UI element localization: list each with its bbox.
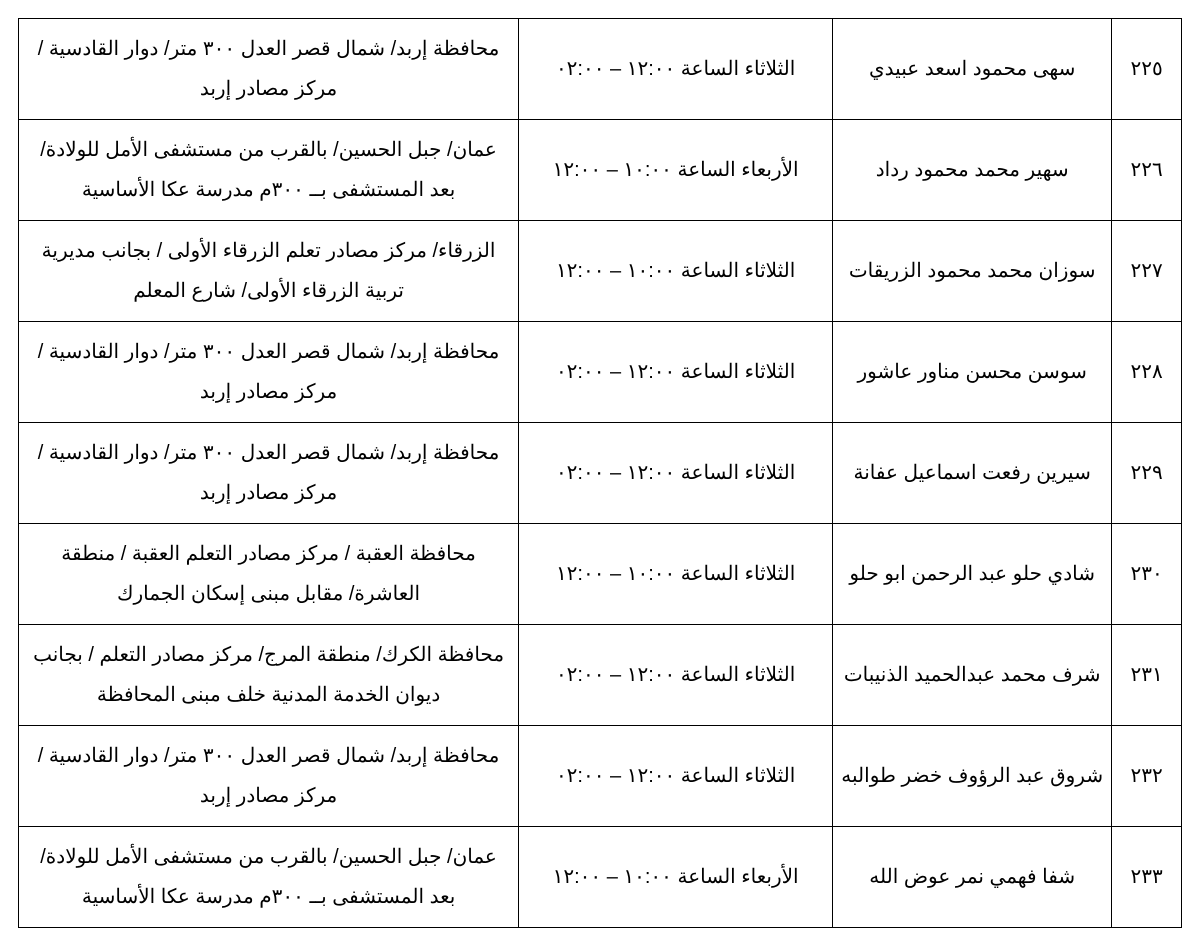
row-number: ٢٢٥ — [1112, 19, 1182, 120]
appointment-time: الأربعاء الساعة ١٠:٠٠ – ١٢:٠٠ — [519, 827, 833, 928]
location: محافظة إربد/ شمال قصر العدل ٣٠٠ متر/ دوا… — [19, 322, 519, 423]
person-name: سهير محمد محمود رداد — [833, 120, 1112, 221]
location: محافظة إربد/ شمال قصر العدل ٣٠٠ متر/ دوا… — [19, 726, 519, 827]
table-row: ٢٢٥سهى محمود اسعد عبيديالثلاثاء الساعة ١… — [19, 19, 1182, 120]
person-name: شرف محمد عبدالحميد الذنيبات — [833, 625, 1112, 726]
location: محافظة إربد/ شمال قصر العدل ٣٠٠ متر/ دوا… — [19, 19, 519, 120]
appointment-time: الثلاثاء الساعة ١٢:٠٠ – ٠٢:٠٠ — [519, 625, 833, 726]
location: محافظة إربد/ شمال قصر العدل ٣٠٠ متر/ دوا… — [19, 423, 519, 524]
appointment-time: الثلاثاء الساعة ١٢:٠٠ – ٠٢:٠٠ — [519, 19, 833, 120]
person-name: سيرين رفعت اسماعيل عفانة — [833, 423, 1112, 524]
appointment-time: الثلاثاء الساعة ١٠:٠٠ – ١٢:٠٠ — [519, 524, 833, 625]
table-row: ٢٣٢شروق عبد الرؤوف خضر طوالبهالثلاثاء ال… — [19, 726, 1182, 827]
person-name: سوسن محسن مناور عاشور — [833, 322, 1112, 423]
location: الزرقاء/ مركز مصادر تعلم الزرقاء الأولى … — [19, 221, 519, 322]
table-row: ٢٢٨سوسن محسن مناور عاشورالثلاثاء الساعة … — [19, 322, 1182, 423]
row-number: ٢٣٠ — [1112, 524, 1182, 625]
row-number: ٢٣٢ — [1112, 726, 1182, 827]
person-name: سهى محمود اسعد عبيدي — [833, 19, 1112, 120]
appointment-time: الثلاثاء الساعة ١٠:٠٠ – ١٢:٠٠ — [519, 221, 833, 322]
appointment-time: الثلاثاء الساعة ١٢:٠٠ – ٠٢:٠٠ — [519, 322, 833, 423]
location: محافظة الكرك/ منطقة المرج/ مركز مصادر ال… — [19, 625, 519, 726]
row-number: ٢٢٩ — [1112, 423, 1182, 524]
person-name: سوزان محمد محمود الزريقات — [833, 221, 1112, 322]
table-row: ٢٢٩سيرين رفعت اسماعيل عفانةالثلاثاء السا… — [19, 423, 1182, 524]
location: عمان/ جبل الحسين/ بالقرب من مستشفى الأمل… — [19, 827, 519, 928]
row-number: ٢٢٦ — [1112, 120, 1182, 221]
table-row: ٢٣٠شادي حلو عبد الرحمن ابو حلوالثلاثاء ا… — [19, 524, 1182, 625]
table-row: ٢٢٧سوزان محمد محمود الزريقاتالثلاثاء الس… — [19, 221, 1182, 322]
table-row: ٢٣٣شفا فهمي نمر عوض اللهالأربعاء الساعة … — [19, 827, 1182, 928]
appointment-time: الثلاثاء الساعة ١٢:٠٠ – ٠٢:٠٠ — [519, 726, 833, 827]
row-number: ٢٣١ — [1112, 625, 1182, 726]
row-number: ٢٣٣ — [1112, 827, 1182, 928]
row-number: ٢٢٧ — [1112, 221, 1182, 322]
table-row: ٢٢٦سهير محمد محمود ردادالأربعاء الساعة ١… — [19, 120, 1182, 221]
row-number: ٢٢٨ — [1112, 322, 1182, 423]
schedule-table: ٢٢٥سهى محمود اسعد عبيديالثلاثاء الساعة ١… — [18, 18, 1182, 928]
appointment-time: الثلاثاء الساعة ١٢:٠٠ – ٠٢:٠٠ — [519, 423, 833, 524]
person-name: شادي حلو عبد الرحمن ابو حلو — [833, 524, 1112, 625]
location: محافظة العقبة / مركز مصادر التعلم العقبة… — [19, 524, 519, 625]
table-row: ٢٣١شرف محمد عبدالحميد الذنيباتالثلاثاء ا… — [19, 625, 1182, 726]
location: عمان/ جبل الحسين/ بالقرب من مستشفى الأمل… — [19, 120, 519, 221]
person-name: شفا فهمي نمر عوض الله — [833, 827, 1112, 928]
schedule-table-body: ٢٢٥سهى محمود اسعد عبيديالثلاثاء الساعة ١… — [19, 19, 1182, 928]
person-name: شروق عبد الرؤوف خضر طوالبه — [833, 726, 1112, 827]
appointment-time: الأربعاء الساعة ١٠:٠٠ – ١٢:٠٠ — [519, 120, 833, 221]
